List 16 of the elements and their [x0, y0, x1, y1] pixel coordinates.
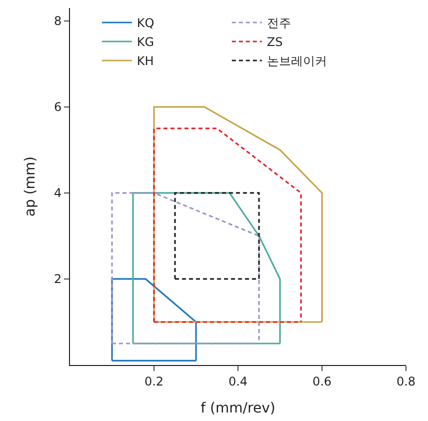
- y-tick-label: 2: [54, 272, 62, 286]
- legend-label: KH: [136, 54, 154, 68]
- x-tick-label: 0.4: [228, 374, 248, 388]
- legend-label: KG: [136, 35, 154, 50]
- x-tick-label: 0.8: [396, 374, 416, 388]
- x-tick-label: 0.6: [312, 374, 332, 388]
- y-axis-title: ap (mm): [22, 156, 39, 217]
- legend-label: 논브레이커: [266, 54, 327, 68]
- legend-label: ZS: [266, 35, 283, 50]
- x-tick-label: 0.2: [144, 374, 164, 388]
- legend-label: 전주: [266, 16, 291, 30]
- legend-label: KQ: [136, 16, 154, 30]
- y-tick-label: 6: [54, 100, 62, 114]
- x-axis-title: f (mm/rev): [200, 400, 276, 417]
- y-tick-label: 4: [54, 186, 62, 200]
- y-tick-label: 8: [54, 14, 62, 28]
